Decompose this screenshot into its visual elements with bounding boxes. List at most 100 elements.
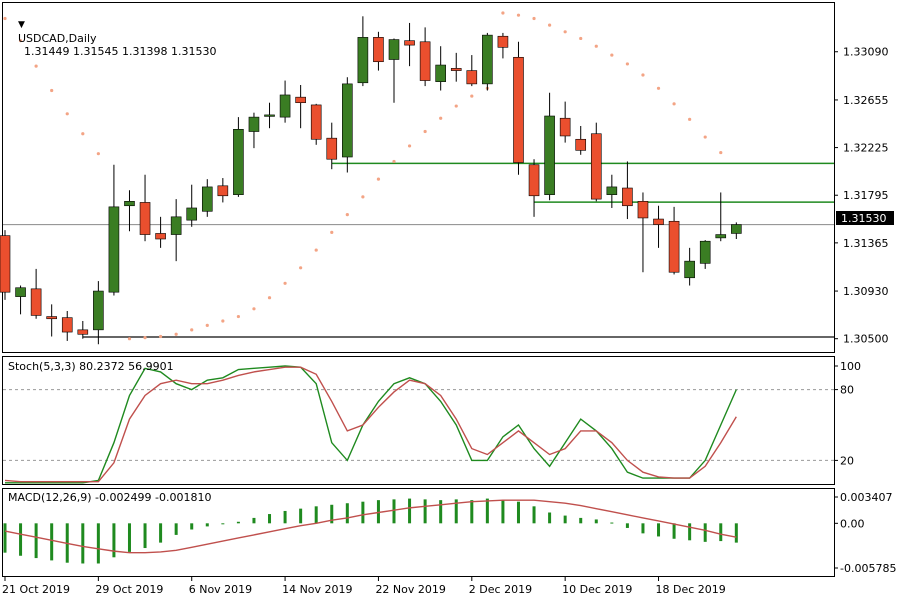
bull-candle[interactable] bbox=[186, 184, 198, 227]
bear-candle[interactable] bbox=[295, 84, 306, 129]
macd-bar bbox=[610, 522, 614, 524]
bull-candle[interactable] bbox=[93, 281, 104, 345]
bear-candle[interactable] bbox=[528, 159, 540, 217]
candle-body bbox=[637, 201, 649, 219]
bull-candle[interactable] bbox=[388, 38, 400, 103]
bull-candle[interactable] bbox=[201, 179, 213, 217]
bear-candle[interactable] bbox=[0, 230, 11, 300]
price-pane[interactable] bbox=[2, 2, 835, 353]
sar-dot bbox=[34, 64, 38, 68]
candle-body bbox=[653, 218, 664, 225]
macd-bar bbox=[127, 523, 131, 552]
macd-bar bbox=[268, 514, 272, 524]
macd-bar bbox=[361, 501, 365, 524]
price-tick-label: 1.30930 bbox=[843, 285, 889, 298]
candle-body bbox=[357, 37, 369, 84]
sar-dot bbox=[267, 296, 272, 300]
candle-body bbox=[310, 104, 322, 140]
candle-body bbox=[373, 37, 384, 63]
chevron-down-icon[interactable]: ▼ bbox=[18, 20, 25, 30]
bull-candle[interactable] bbox=[15, 285, 26, 315]
bear-candle[interactable] bbox=[404, 22, 415, 67]
sar-dot bbox=[3, 16, 7, 21]
bear-candle[interactable] bbox=[559, 101, 571, 143]
bear-candle[interactable] bbox=[139, 174, 151, 242]
candles[interactable] bbox=[0, 16, 742, 345]
bear-candle[interactable] bbox=[373, 31, 384, 71]
candle-body bbox=[15, 287, 26, 297]
bear-candle[interactable] bbox=[575, 125, 587, 155]
stoch-lines: 100 80 20 bbox=[3, 360, 861, 484]
candle-body bbox=[186, 207, 198, 221]
bear-candle[interactable] bbox=[155, 216, 166, 248]
sar-dot bbox=[656, 86, 661, 90]
bull-candle[interactable] bbox=[482, 32, 493, 91]
macd-bar bbox=[330, 504, 334, 524]
bull-candle[interactable] bbox=[248, 112, 260, 149]
stoch-pane[interactable] bbox=[2, 356, 835, 485]
bull-candle[interactable] bbox=[731, 222, 742, 239]
sar-dot bbox=[221, 319, 225, 323]
macd-label: MACD(12,26,9) -0.002499 -0.001810 bbox=[8, 491, 212, 504]
bear-candle[interactable] bbox=[497, 32, 509, 59]
time-tick-label: 2 Dec 2019 bbox=[469, 583, 532, 596]
bull-candle[interactable] bbox=[264, 102, 275, 129]
macd-bar bbox=[81, 523, 85, 564]
bear-candle[interactable] bbox=[217, 178, 229, 203]
bull-candle[interactable] bbox=[357, 16, 369, 87]
horizontal-lines[interactable] bbox=[82, 162, 834, 338]
parabolic-sar bbox=[3, 11, 723, 341]
bull-candle[interactable] bbox=[124, 190, 135, 232]
macd-bar bbox=[96, 523, 100, 564]
macd-bar bbox=[641, 523, 645, 534]
bear-candle[interactable] bbox=[46, 304, 57, 337]
candle-body bbox=[715, 234, 727, 239]
bull-candle[interactable] bbox=[170, 199, 182, 262]
sar-dot bbox=[159, 334, 163, 339]
bear-candle[interactable] bbox=[653, 205, 664, 248]
macd-bar bbox=[625, 523, 629, 528]
macd-bar bbox=[408, 498, 412, 524]
macd-bar bbox=[719, 523, 723, 542]
bull-candle[interactable] bbox=[108, 164, 120, 296]
current-price-box bbox=[836, 211, 894, 225]
bull-candle[interactable] bbox=[544, 92, 555, 201]
bear-candle[interactable] bbox=[77, 320, 89, 339]
candle-body bbox=[93, 290, 104, 331]
sar-dot bbox=[376, 177, 381, 181]
bull-candle[interactable] bbox=[279, 80, 291, 123]
bull-candle[interactable] bbox=[342, 77, 353, 173]
time-tick-label: 29 Oct 2019 bbox=[95, 583, 163, 596]
bear-candle[interactable] bbox=[61, 311, 73, 341]
candle-body bbox=[419, 41, 431, 81]
candle-body bbox=[559, 117, 571, 137]
macd-bar bbox=[50, 523, 54, 561]
bear-candle[interactable] bbox=[310, 103, 322, 145]
bear-candle[interactable] bbox=[622, 161, 633, 220]
bear-candle[interactable] bbox=[513, 41, 524, 175]
bull-candle[interactable] bbox=[715, 192, 727, 242]
bear-candle[interactable] bbox=[466, 55, 478, 87]
bear-candle[interactable] bbox=[590, 122, 602, 202]
macd-bar bbox=[392, 499, 396, 524]
bear-candle[interactable] bbox=[668, 206, 680, 275]
bull-candle[interactable] bbox=[435, 46, 446, 91]
bull-candle[interactable] bbox=[699, 240, 711, 269]
bear-candle[interactable] bbox=[30, 268, 42, 319]
bear-candle[interactable] bbox=[326, 122, 338, 170]
bear-candle[interactable] bbox=[419, 27, 431, 87]
bear-candle[interactable] bbox=[450, 52, 462, 82]
stoch-main-line bbox=[5, 365, 737, 484]
time-tick-label: 22 Nov 2019 bbox=[375, 583, 445, 596]
bull-candle[interactable] bbox=[233, 117, 244, 197]
bear-candle[interactable] bbox=[637, 192, 649, 273]
bull-candle[interactable] bbox=[684, 247, 695, 286]
macd-pane[interactable] bbox=[2, 488, 835, 577]
candle-body bbox=[170, 216, 182, 235]
bull-candle[interactable] bbox=[606, 174, 618, 208]
stoch-tick-label: 80 bbox=[840, 384, 854, 397]
macd-bar bbox=[470, 500, 474, 524]
candle-body bbox=[699, 240, 711, 264]
